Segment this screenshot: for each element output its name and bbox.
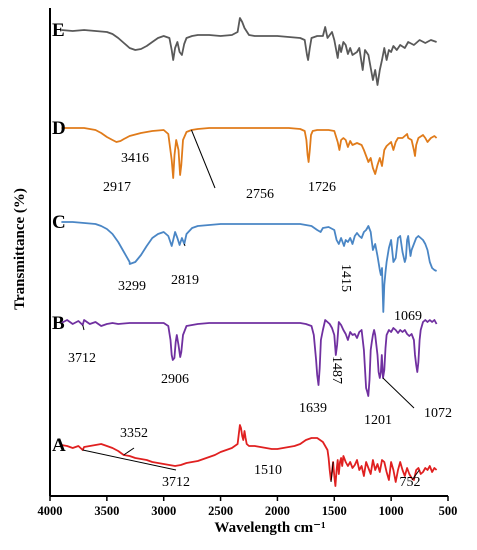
- x-tick-label: 2500: [208, 504, 233, 518]
- x-tick-label: 2000: [265, 504, 290, 518]
- peak-label: 2917: [103, 180, 131, 195]
- axes-layer: 4000 3500 3000 2500 2000 1500 1000 500: [38, 8, 458, 518]
- peak-leader-line: [382, 377, 415, 409]
- peak-leader-line: [330, 461, 334, 483]
- x-axis-title: Wavelength cm⁻¹: [214, 520, 325, 536]
- peak-label: 1726: [308, 180, 336, 195]
- peak-leader-line: [411, 469, 420, 481]
- spectrum-line-b: [60, 319, 438, 397]
- x-tick-label: 3000: [151, 504, 176, 518]
- peak-leader-line: [190, 129, 216, 189]
- peak-leader-line: [82, 449, 177, 471]
- panel-label-a: A: [52, 435, 66, 456]
- spectrum-line-e: [61, 17, 437, 86]
- spectrum-line-a: [61, 424, 438, 487]
- peak-label: 1510: [254, 463, 282, 478]
- panel-label-d: D: [52, 118, 66, 139]
- peak-label: 3416: [121, 151, 149, 166]
- peak-label: 1639: [299, 401, 327, 416]
- series-layer: [60, 17, 438, 487]
- peak-label: 3712: [68, 351, 96, 366]
- peak-label: 1487: [329, 356, 344, 384]
- y-axis-title: Transmittance (%): [12, 188, 28, 310]
- label-layer: E D C B A 3416 2917 2756 1726 3299 2819 1415 1069 371…: [52, 20, 452, 490]
- x-tick-label: 500: [439, 504, 458, 518]
- peak-leader-line: [82, 324, 85, 331]
- peak-label: 2906: [161, 372, 189, 387]
- x-tick-label: 1500: [322, 504, 347, 518]
- panel-label-e: E: [52, 20, 65, 41]
- peak-leader-line: [183, 243, 186, 247]
- peak-label: 3352: [120, 426, 148, 441]
- panel-label-b: B: [52, 313, 65, 334]
- spectrum-line-d: [61, 127, 438, 179]
- x-tick-label: 4000: [38, 504, 63, 518]
- peak-label: 3712: [162, 475, 190, 490]
- peak-label: 1069: [394, 309, 422, 324]
- peak-label: 2819: [171, 273, 199, 288]
- x-tick-label: 1000: [379, 504, 404, 518]
- spectrum-line-c: [61, 221, 437, 313]
- peak-label: 1415: [338, 264, 353, 292]
- peak-leader-line: [123, 447, 135, 456]
- peak-label: 752: [400, 475, 421, 490]
- x-tick-label: 3500: [94, 504, 119, 518]
- peak-label: 2756: [246, 187, 274, 202]
- panel-label-c: C: [52, 212, 66, 233]
- peak-label: 1201: [364, 413, 392, 428]
- peak-label: 1072: [424, 406, 452, 421]
- peak-label: 3299: [118, 279, 146, 294]
